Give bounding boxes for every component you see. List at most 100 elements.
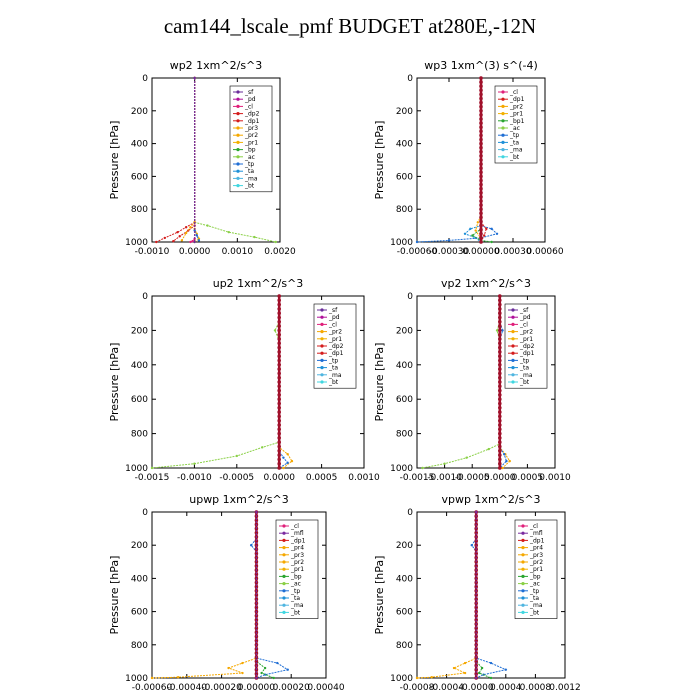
- legend-marker: [236, 176, 240, 180]
- legend-marker: [282, 546, 286, 550]
- series-point: [474, 659, 479, 664]
- series-point: [277, 427, 282, 432]
- legend-marker: [521, 582, 525, 586]
- legend-entry: _sf: [328, 307, 338, 314]
- series-point: [260, 671, 263, 675]
- series-point: [475, 676, 478, 680]
- legend-marker: [521, 560, 525, 564]
- panel-1: wp3 1xm^(3) s^(-4) Pressure [hPa] 0 200 400 6…: [373, 59, 564, 257]
- x-tick-label: 0.00030: [494, 247, 531, 257]
- legend-marker: [501, 112, 505, 116]
- legend-marker: [282, 596, 286, 600]
- y-tick-label: 800: [131, 430, 148, 440]
- series-point: [480, 666, 484, 670]
- legend-marker: [236, 90, 240, 94]
- legend-marker: [320, 380, 324, 384]
- series-point: [254, 638, 259, 643]
- y-tick-label: 200: [396, 107, 413, 117]
- legend-entry: _dp1: [328, 350, 344, 357]
- legend-entry: _pr4: [290, 545, 304, 552]
- x-tick-label: -0.00030: [429, 247, 470, 257]
- y-tick-label: 800: [396, 641, 413, 651]
- series-point: [254, 539, 259, 543]
- y-tick-label: 200: [396, 541, 413, 551]
- series-point: [474, 605, 479, 610]
- series-line-tp: [194, 78, 200, 241]
- series-point: [479, 240, 483, 244]
- legend-marker: [521, 610, 525, 615]
- series-point: [254, 672, 259, 676]
- series-point: [474, 530, 479, 535]
- series-point: [479, 141, 483, 146]
- series-point: [483, 234, 486, 237]
- series-point: [498, 371, 502, 376]
- series-point: [485, 227, 488, 231]
- panel-0: wp2 1xm^2/s^3 Pressure [hPa] 0 200 400 600 800…: [108, 59, 296, 257]
- legend-entry: _ac: [290, 581, 301, 588]
- legend-entry: _pd: [244, 96, 256, 103]
- series-point: [498, 384, 502, 389]
- legend-entry: _pd: [519, 314, 531, 321]
- x-tick-label: -0.0008: [400, 683, 435, 693]
- series-point: [498, 345, 502, 350]
- series-point: [254, 584, 259, 589]
- series-point: [277, 444, 282, 449]
- series-point: [498, 311, 502, 316]
- series-point: [498, 418, 502, 423]
- legend-marker: [320, 351, 324, 355]
- figure-title: cam144_lscale_pmf BUDGET at280E,-12N: [163, 14, 537, 38]
- series-point: [206, 224, 209, 227]
- x-tick-label: -0.00040: [167, 683, 208, 693]
- series-point: [479, 150, 483, 154]
- x-tick-label: 0.00000: [238, 683, 275, 693]
- legend-marker: [501, 119, 505, 123]
- series-point: [479, 133, 483, 138]
- legend-marker: [236, 169, 240, 173]
- panel-title: wp3 1xm^(3) s^(-4): [424, 59, 538, 72]
- panel-5: vpwp 1xm^2/s^3 Pressure [hPa] 0 200 400 600 80…: [373, 493, 581, 693]
- series-point: [498, 328, 502, 333]
- y-tick-label: 600: [131, 608, 148, 618]
- series-point: [498, 431, 502, 436]
- series-point: [501, 329, 504, 332]
- legend-entry: _dp2: [519, 343, 535, 350]
- legend-marker: [521, 538, 525, 543]
- series-point: [150, 466, 154, 470]
- series-point: [498, 453, 502, 457]
- x-tick-label: -0.0004: [429, 683, 464, 693]
- series-point: [277, 393, 282, 397]
- legend-entry: _ma: [244, 175, 258, 182]
- series-point: [277, 436, 282, 440]
- legend-entry: _bp: [290, 573, 302, 580]
- legend-entry: _ma: [328, 372, 342, 379]
- series-point: [415, 676, 419, 680]
- series-point: [498, 414, 502, 419]
- series-point: [263, 666, 267, 670]
- series-point: [474, 564, 479, 568]
- legend-entry: _pd: [328, 314, 340, 321]
- legend-entry: _pr4: [529, 545, 543, 552]
- legend-entry: _bt: [519, 379, 530, 386]
- legend-marker: [501, 140, 505, 144]
- y-tick-label: 400: [396, 361, 413, 371]
- series-point: [253, 235, 256, 239]
- series-point: [277, 466, 282, 470]
- y-tick-label: 400: [131, 574, 148, 584]
- legend-marker: [511, 330, 515, 334]
- series-point: [277, 341, 282, 346]
- x-tick-label: 0.0000: [484, 473, 516, 483]
- series-line-pr: [416, 512, 477, 679]
- series-point: [277, 418, 282, 423]
- plot-frame: [151, 511, 327, 679]
- y-tick-label: 0: [142, 508, 148, 518]
- series-point: [184, 226, 188, 229]
- x-tick-label: -0.0010: [135, 247, 170, 257]
- series-point: [277, 363, 282, 367]
- series-point: [277, 320, 282, 324]
- series-point: [474, 618, 479, 622]
- y-tick-label: 0: [142, 292, 148, 302]
- series-point: [277, 324, 282, 328]
- series-point: [475, 510, 478, 514]
- legend-entry: _ma: [290, 602, 304, 609]
- series-point: [479, 137, 483, 142]
